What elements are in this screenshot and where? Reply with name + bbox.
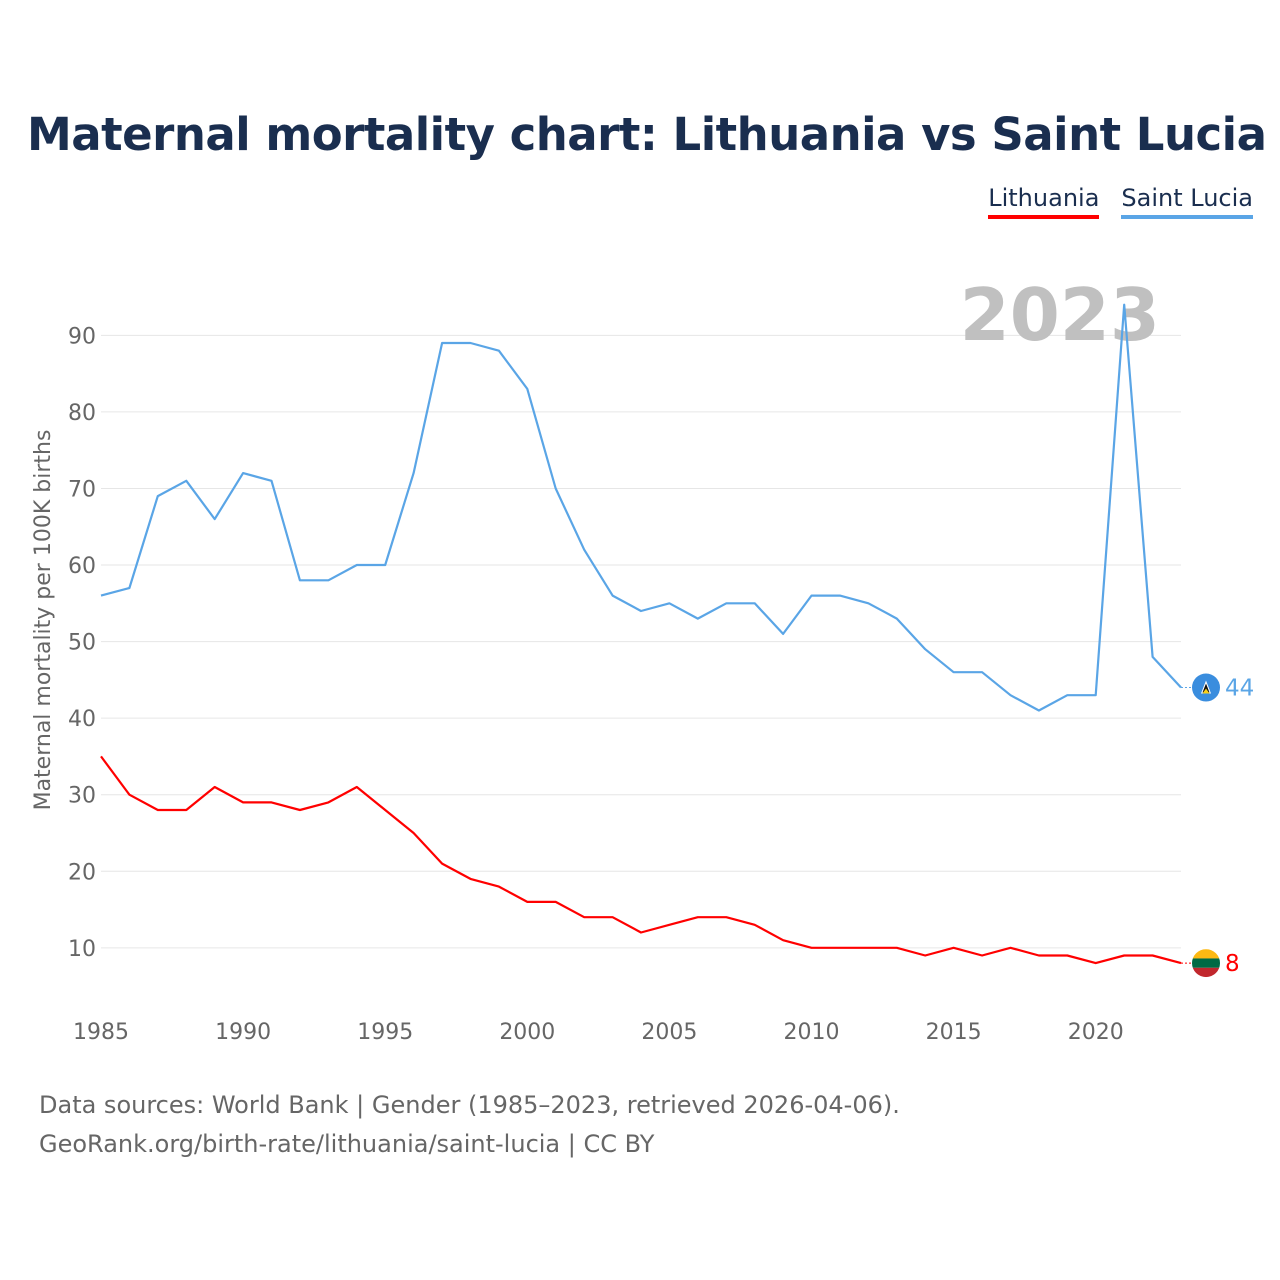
y-tick-label: 40 [68, 707, 96, 732]
y-tick-label: 60 [68, 554, 96, 579]
legend-item-lithuania[interactable]: Lithuania [988, 184, 1100, 219]
end-value-label-saint-lucia: 44 [1225, 676, 1254, 702]
y-tick-label: 70 [68, 477, 96, 502]
footer-sources: Data sources: World Bank | Gender (1985–… [39, 1091, 900, 1119]
y-tick-label: 80 [68, 401, 96, 426]
y-axis-label: Maternal mortality per 100K births [31, 430, 56, 811]
footer-link[interactable]: GeoRank.org/birth-rate/lithuania/saint-l… [39, 1130, 655, 1158]
series-line-saint-lucia[interactable] [100, 303, 1182, 712]
x-tick-label: 1985 [73, 1020, 129, 1045]
x-tick-label: 1995 [357, 1020, 413, 1045]
flag-stripe-yellow [1192, 949, 1220, 959]
flag-triangle-yellow [1202, 688, 1210, 694]
y-tick-label: 20 [68, 860, 96, 885]
legend-item-saint-lucia[interactable]: Saint Lucia [1121, 184, 1253, 219]
end-value-label-lithuania: 8 [1225, 951, 1240, 977]
x-tick-label: 2010 [784, 1020, 840, 1045]
x-tick-label: 2015 [926, 1020, 982, 1045]
y-tick-label: 90 [68, 324, 96, 349]
x-tick-label: 2000 [499, 1020, 555, 1045]
y-tick-label: 30 [68, 784, 96, 809]
footer: Data sources: World Bank | Gender (1985–… [39, 1086, 900, 1164]
flag-stripe-green [1192, 958, 1220, 968]
series-line-lithuania[interactable] [100, 755, 1182, 965]
saint-lucia-flag-icon [1192, 673, 1220, 702]
y-tick-label: 10 [68, 937, 96, 962]
flag-stripe-red [1192, 967, 1220, 978]
chart-title: Maternal mortality chart: Lithuania vs S… [27, 108, 1267, 161]
x-tick-label: 2005 [641, 1020, 697, 1045]
year-watermark: 2023 [960, 273, 1160, 357]
x-tick-label: 1990 [215, 1020, 271, 1045]
lithuania-flag-icon [1192, 949, 1220, 978]
y-tick-label: 50 [68, 631, 96, 656]
flag-triangle-black [1202, 683, 1210, 693]
legend: Lithuania Saint Lucia [988, 184, 1253, 219]
x-tick-label: 2020 [1068, 1020, 1124, 1045]
